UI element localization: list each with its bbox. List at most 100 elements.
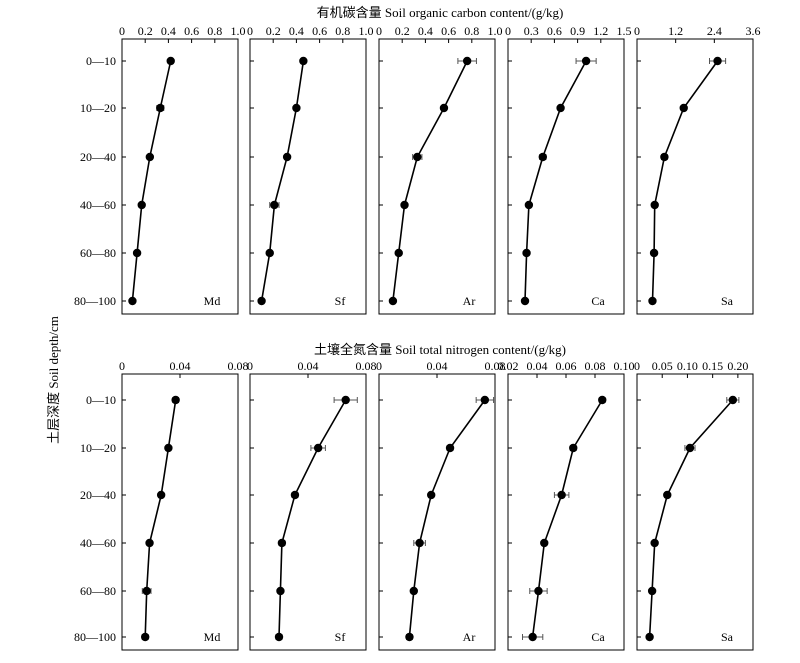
series-line — [260, 60, 305, 302]
data-point — [462, 56, 472, 66]
data-point — [388, 296, 398, 306]
x-tick-label: 0 — [634, 24, 640, 38]
x-tick-label: 0.06 — [556, 359, 577, 373]
x-tick-label: 1.0 — [231, 24, 246, 38]
x-tick-label: 0.10 — [677, 359, 698, 373]
panel-label: Md — [204, 630, 221, 644]
panel-label: Sa — [721, 630, 734, 644]
x-tick-label: 0 — [247, 359, 253, 373]
x-tick-label: 0.8 — [207, 24, 222, 38]
x-tick-label: 0.05 — [652, 359, 673, 373]
data-point — [166, 56, 175, 66]
x-tick-label: 0.9 — [570, 24, 585, 38]
x-tick-label: 1.0 — [488, 24, 503, 38]
x-tick-label: 0.2 — [138, 24, 153, 38]
data-point — [557, 490, 566, 500]
data-point — [569, 443, 578, 453]
panel-Sa: 0 0.05 0.10 0.15 0.20 Sa — [634, 359, 754, 651]
data-point — [520, 296, 530, 306]
panel-label: Ar — [463, 630, 476, 644]
x-tick-label: 0.3 — [524, 24, 539, 38]
data-point — [713, 56, 722, 66]
x-tick-label: 0.04 — [427, 359, 448, 373]
panel-frame — [507, 373, 625, 651]
x-tick-label: 0.4 — [418, 24, 433, 38]
data-point — [647, 586, 657, 596]
series-line — [524, 60, 587, 302]
data-point — [299, 56, 308, 66]
panel-frame — [249, 373, 367, 651]
data-point — [534, 586, 543, 596]
panel-label: Sf — [335, 294, 346, 308]
panel-Sf: 0 0.04 0.08 Sf — [247, 359, 377, 651]
data-point — [132, 248, 142, 258]
data-point — [663, 490, 672, 500]
x-tick-label: 0 — [376, 359, 382, 373]
panel-label: Ca — [591, 294, 605, 308]
x-tick-label: 0.10 — [614, 359, 635, 373]
data-point — [528, 632, 537, 642]
data-point — [282, 152, 292, 162]
x-tick-label: 1.2 — [668, 24, 683, 38]
data-point — [171, 395, 180, 405]
data-point — [648, 296, 657, 306]
data-point — [145, 538, 154, 548]
data-point — [679, 103, 688, 113]
panel-frame — [636, 38, 754, 315]
data-point — [598, 395, 607, 405]
data-point — [538, 152, 547, 162]
data-point — [341, 395, 350, 405]
depth-tick-label: 80—100 — [74, 294, 116, 308]
depth-tick-label: 10—20 — [80, 101, 116, 115]
data-point — [728, 395, 738, 405]
x-tick-label: 0.4 — [289, 24, 304, 38]
data-point — [156, 103, 165, 113]
panel-frame — [121, 38, 239, 315]
x-tick-label: 1.5 — [617, 24, 632, 38]
x-tick-label: 0.8 — [464, 24, 479, 38]
series-line — [531, 399, 603, 638]
panel-Md: 0 0.04 0.08 Md — [119, 359, 249, 651]
panel-Md: 0 0.2 0.4 0.6 0.8 1.0 Md — [119, 24, 246, 315]
depth-tick-label: 40—60 — [80, 198, 116, 212]
x-tick-label: 1.0 — [359, 24, 374, 38]
depth-tick-label: 20—40 — [80, 150, 116, 164]
depth-tick-label: 40—60 — [80, 536, 116, 550]
data-point — [480, 395, 490, 405]
data-point — [265, 248, 274, 258]
depth-tick-label: 60—80 — [80, 584, 116, 598]
y-axis-label: 土层深度 Soil depth/cm — [46, 316, 61, 444]
panel-frame — [249, 38, 367, 315]
data-point — [439, 103, 449, 113]
x-tick-label: 0.4 — [161, 24, 176, 38]
data-point — [394, 248, 403, 258]
data-point — [650, 200, 659, 210]
x-tick-label: 0.08 — [485, 359, 506, 373]
x-tick-label: 1.2 — [593, 24, 608, 38]
x-tick-label: 0.2 — [395, 24, 410, 38]
top-row-title: 有机碳含量 Soil organic carbon content/(g/kg) — [317, 5, 564, 20]
x-tick-label: 0 — [505, 24, 511, 38]
depth-tick-label: 10—20 — [80, 441, 116, 455]
data-point — [650, 538, 659, 548]
x-tick-label: 0.6 — [312, 24, 327, 38]
data-point — [313, 443, 323, 453]
x-tick-label: 0.08 — [585, 359, 606, 373]
x-tick-label: 0.6 — [184, 24, 199, 38]
depth-tick-label: 0—10 — [86, 393, 116, 407]
panel-label: Sf — [335, 630, 346, 644]
data-point — [413, 152, 422, 162]
x-tick-label: 2.4 — [707, 24, 722, 38]
data-point — [141, 632, 150, 642]
series-line — [408, 399, 486, 638]
data-point — [270, 200, 279, 210]
x-tick-label: 0.6 — [441, 24, 456, 38]
depth-tick-label: 80—100 — [74, 630, 116, 644]
panel-frame — [378, 373, 496, 651]
series-line — [144, 399, 177, 638]
panel-frame — [636, 373, 754, 651]
panel-frame — [378, 38, 496, 315]
data-point — [274, 632, 284, 642]
panel-frame — [121, 373, 239, 651]
